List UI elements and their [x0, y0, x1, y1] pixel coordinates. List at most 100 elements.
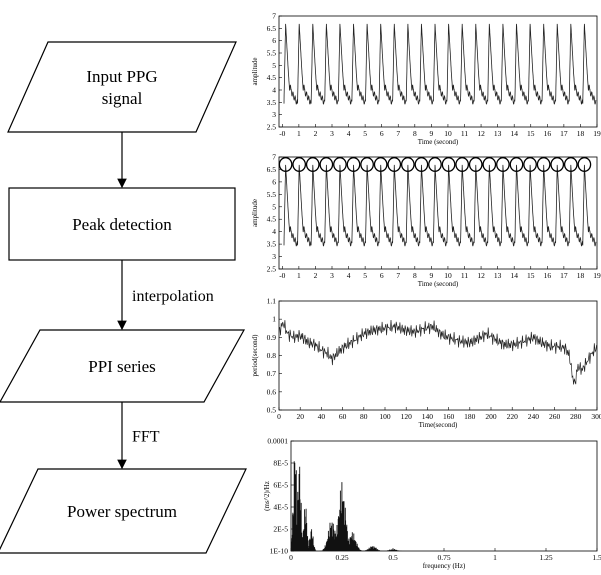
x-tick-label: 5 [363, 129, 367, 138]
plot-frame [278, 15, 598, 128]
x-tick-label: 9 [430, 129, 434, 138]
x-tick-label: 4 [347, 129, 351, 138]
x-tick-label: 60 [339, 412, 347, 421]
y-tick-label: 3.5 [267, 98, 277, 107]
x-tick-label: 1.5 [592, 553, 601, 562]
x-tick-label: 0.5 [388, 553, 398, 562]
x-tick-label: 260 [549, 412, 561, 421]
y-tick-label: 5.5 [267, 190, 277, 199]
y-tick-label: 0.5 [267, 406, 277, 415]
x-tick-label: 10 [444, 271, 452, 280]
peak-marker [387, 157, 402, 172]
x-tick-label: 40 [318, 412, 326, 421]
x-tick-label: 2 [314, 271, 318, 280]
x-tick-label: 200 [485, 412, 497, 421]
flow-node-ppi [0, 329, 246, 403]
y-tick-label: 7 [272, 153, 276, 162]
y-tick-label: 4E-5 [273, 503, 288, 512]
x-tick-label: 280 [570, 412, 582, 421]
x-tick-label: 120 [401, 412, 413, 421]
y-tick-label: 0.9 [267, 333, 277, 342]
spectrum-bars [290, 461, 403, 551]
y-tick-label: 1 [272, 315, 276, 324]
flow-node-label: Power spectrum [67, 502, 177, 521]
x-tick-label: 9 [430, 271, 434, 280]
x-tick-label: 14 [510, 271, 518, 280]
peak-marker [373, 157, 388, 172]
peak-marker [333, 157, 347, 172]
y-tick-label: 6.5 [267, 165, 277, 174]
x-tick-label: 17 [560, 271, 568, 280]
plot-frame [278, 156, 598, 270]
x-tick-label: 160 [443, 412, 455, 421]
y-tick-label: 4 [272, 86, 276, 95]
y-tick-label: 1.1 [267, 297, 277, 306]
x-tick-label: -0 [279, 271, 285, 280]
y-tick-label: 3 [272, 252, 276, 261]
y-tick-label: 5.5 [267, 49, 277, 58]
x-tick-label: 100 [379, 412, 391, 421]
x-tick-label: 18 [577, 129, 585, 138]
y-tick-label: 0.0001 [267, 437, 288, 446]
x-tick-label: 15 [527, 271, 535, 280]
x-tick-label: 3 [330, 271, 334, 280]
y-axis-label: period(second) [251, 334, 259, 377]
peak-marker [292, 157, 307, 172]
x-tick-label: 7 [396, 129, 400, 138]
x-tick-label: 19 [593, 129, 601, 138]
peak-marker [496, 157, 510, 172]
x-axis-label: Time(second) [419, 421, 458, 429]
x-axis-label: Time (second) [418, 280, 459, 288]
peak-marker [400, 157, 415, 172]
x-tick-label: 8 [413, 271, 417, 280]
peak-marker [563, 157, 578, 172]
flow-node-label: signal [102, 89, 143, 108]
y-tick-label: 8E-5 [273, 459, 288, 468]
flow-node-label: Peak detection [72, 215, 172, 234]
x-tick-label: 11 [461, 271, 468, 280]
y-tick-label: 3 [272, 110, 276, 119]
x-tick-label: 2 [314, 129, 318, 138]
x-tick-label: 0.75 [437, 553, 450, 562]
x-tick-label: 6 [380, 129, 384, 138]
x-tick-label: 16 [544, 129, 552, 138]
peak-marker [523, 157, 537, 172]
x-tick-label: 11 [461, 129, 468, 138]
x-tick-label: 140 [422, 412, 434, 421]
peak-marker [441, 157, 456, 172]
x-tick-label: 10 [444, 129, 452, 138]
y-tick-label: 6.5 [267, 24, 277, 33]
y-tick-label: 4.5 [267, 73, 277, 82]
peak-marker [455, 157, 470, 172]
x-tick-label: 1 [493, 553, 497, 562]
x-axis-label: Time (second) [418, 138, 459, 146]
peak-marker [360, 157, 374, 172]
x-tick-label: 18 [577, 271, 585, 280]
peak-marker [305, 157, 320, 172]
x-tick-label: 16 [544, 271, 552, 280]
x-tick-label: 7 [396, 271, 400, 280]
y-tick-label: 6 [272, 177, 276, 186]
x-tick-label: 12 [477, 129, 485, 138]
x-tick-label: 17 [560, 129, 568, 138]
y-tick-label: 5 [272, 61, 276, 70]
peak-marker [468, 157, 483, 172]
y-tick-label: 5 [272, 202, 276, 211]
x-tick-label: 13 [494, 271, 502, 280]
x-tick-label: 220 [507, 412, 519, 421]
x-tick-label: 1 [297, 271, 301, 280]
y-tick-label: 0.7 [267, 369, 277, 378]
x-tick-label: 4 [347, 271, 351, 280]
flow-node-input [7, 41, 237, 133]
peak-marker [482, 157, 497, 172]
peak-marker [536, 157, 551, 172]
flow-edge-label: interpolation [132, 288, 214, 305]
y-axis-label: amplitude [251, 199, 259, 227]
y-tick-label: 6 [272, 36, 276, 45]
x-tick-label: 3 [330, 129, 334, 138]
x-tick-label: 14 [510, 129, 518, 138]
